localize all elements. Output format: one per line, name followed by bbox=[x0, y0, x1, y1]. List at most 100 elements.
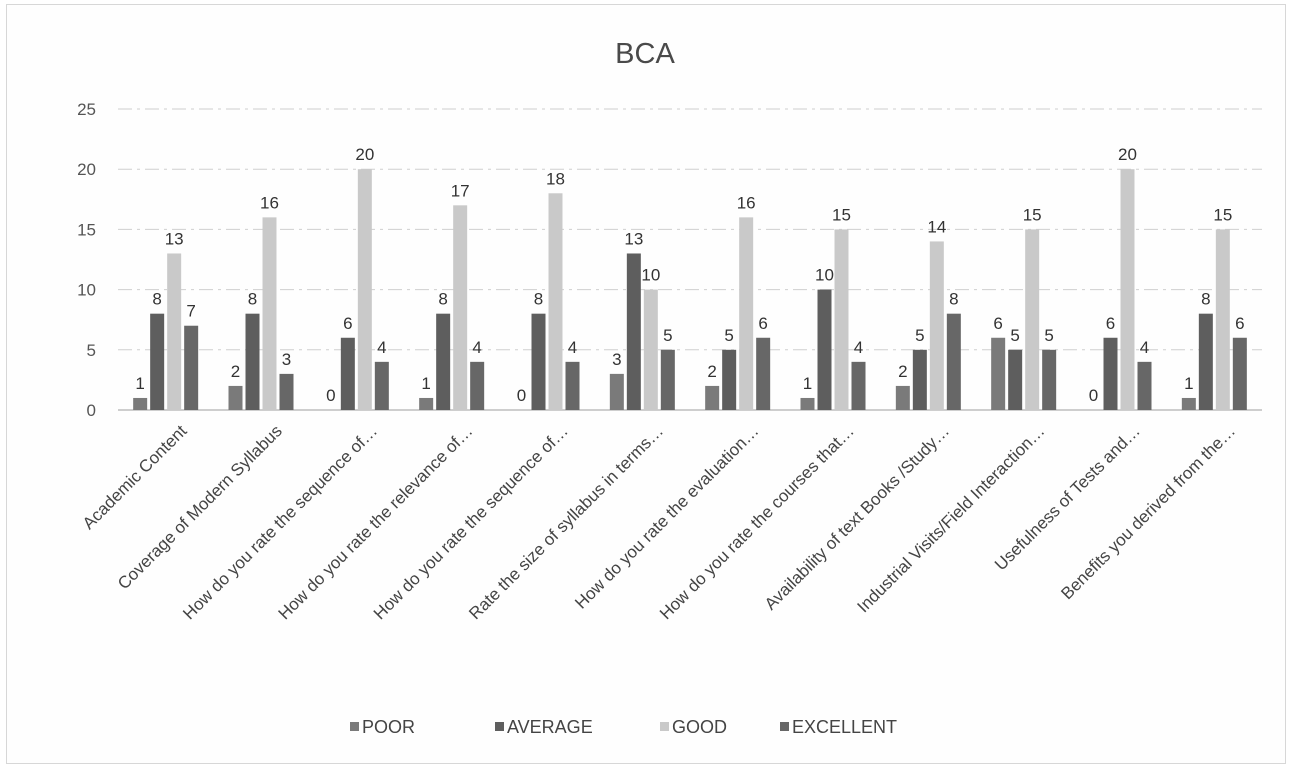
data-label: 18 bbox=[546, 169, 565, 188]
data-label: 2 bbox=[707, 362, 716, 381]
bar-average bbox=[912, 349, 927, 410]
bar-good bbox=[834, 229, 849, 410]
data-label: 5 bbox=[724, 326, 733, 345]
bar-poor bbox=[228, 385, 243, 410]
category-label: How do you rate the sequence of… bbox=[179, 421, 381, 623]
data-label: 1 bbox=[421, 374, 430, 393]
bar-poor bbox=[705, 385, 720, 410]
data-label: 4 bbox=[472, 338, 481, 357]
bar-poor bbox=[133, 397, 148, 410]
bar-poor bbox=[609, 373, 624, 410]
bar-excellent bbox=[374, 361, 389, 410]
data-label: 8 bbox=[949, 290, 958, 309]
data-label: 6 bbox=[1106, 314, 1115, 333]
data-label: 17 bbox=[451, 181, 470, 200]
data-label: 5 bbox=[915, 326, 924, 345]
data-label: 0 bbox=[1089, 386, 1098, 405]
bar-excellent bbox=[756, 337, 771, 410]
y-tick-label: 25 bbox=[77, 100, 96, 119]
data-label: 6 bbox=[1235, 314, 1244, 333]
category-label: How do you rate the evaluation… bbox=[571, 421, 762, 612]
legend-swatch bbox=[350, 722, 359, 731]
data-label: 8 bbox=[152, 290, 161, 309]
bar-poor bbox=[1181, 397, 1196, 410]
y-tick-label: 15 bbox=[77, 220, 96, 239]
y-axis-ticks: 0 5 10 15 20 25 bbox=[77, 100, 96, 420]
y-tick-label: 5 bbox=[87, 341, 96, 360]
data-label: 5 bbox=[663, 326, 672, 345]
data-label: 4 bbox=[377, 338, 386, 357]
bar-average bbox=[150, 313, 165, 410]
data-label: 10 bbox=[815, 266, 834, 285]
data-label: 15 bbox=[1213, 205, 1232, 224]
data-label: 8 bbox=[534, 290, 543, 309]
category-label: Coverage of Modern Syllabus bbox=[114, 421, 286, 593]
category-label: Academic Content bbox=[79, 421, 191, 533]
bar-excellent bbox=[1232, 337, 1247, 410]
legend-label: GOOD bbox=[672, 717, 727, 737]
bar-average bbox=[722, 349, 737, 410]
legend-swatch bbox=[780, 722, 789, 731]
category-label: How do you rate the courses that… bbox=[656, 421, 858, 623]
data-label: 3 bbox=[612, 350, 621, 369]
bar-poor bbox=[800, 397, 815, 410]
bar-good bbox=[739, 217, 754, 410]
legend: POOR AVERAGE GOOD EXCELLENT bbox=[350, 717, 897, 737]
bar-good bbox=[167, 253, 182, 410]
data-labels: 1813728163062041817408184313105251661101… bbox=[135, 145, 1244, 405]
data-label: 4 bbox=[1140, 338, 1149, 357]
data-label: 7 bbox=[186, 302, 195, 321]
data-label: 13 bbox=[165, 229, 184, 248]
data-label: 20 bbox=[355, 145, 374, 164]
bar-average bbox=[531, 313, 546, 410]
bar-average bbox=[436, 313, 451, 410]
bar-excellent bbox=[851, 361, 866, 410]
data-label: 5 bbox=[1010, 326, 1019, 345]
bar-excellent bbox=[1042, 349, 1057, 410]
data-label: 15 bbox=[1023, 205, 1042, 224]
data-label: 13 bbox=[624, 229, 643, 248]
data-label: 2 bbox=[231, 362, 240, 381]
data-label: 1 bbox=[803, 374, 812, 393]
bar-excellent bbox=[470, 361, 485, 410]
bar-good bbox=[643, 289, 658, 410]
bar-good bbox=[453, 205, 468, 410]
category-label: Industrial Visits/Field Interaction… bbox=[854, 421, 1049, 616]
data-label: 10 bbox=[641, 266, 660, 285]
gridlines bbox=[118, 108, 1262, 411]
bar-excellent bbox=[279, 373, 294, 410]
bar-excellent bbox=[946, 313, 961, 410]
legend-label: POOR bbox=[362, 717, 415, 737]
data-label: 20 bbox=[1118, 145, 1137, 164]
bar-good bbox=[929, 241, 944, 410]
y-tick-label: 0 bbox=[87, 401, 96, 420]
bars bbox=[133, 169, 1247, 410]
legend-swatch bbox=[495, 722, 504, 731]
data-label: 6 bbox=[343, 314, 352, 333]
bar-average bbox=[245, 313, 260, 410]
bar-good bbox=[1215, 229, 1230, 410]
data-label: 4 bbox=[854, 338, 863, 357]
bar-good bbox=[548, 193, 563, 410]
data-label: 4 bbox=[568, 338, 577, 357]
data-label: 15 bbox=[832, 205, 851, 224]
data-label: 16 bbox=[737, 193, 756, 212]
data-label: 0 bbox=[326, 386, 335, 405]
category-label: How do you rate the relevance of… bbox=[275, 421, 477, 623]
data-label: 3 bbox=[282, 350, 291, 369]
data-label: 6 bbox=[758, 314, 767, 333]
bar-excellent bbox=[1137, 361, 1152, 410]
data-label: 8 bbox=[248, 290, 257, 309]
bar-average bbox=[1008, 349, 1023, 410]
bar-average bbox=[817, 289, 832, 410]
category-label: Availability of text Books /Study… bbox=[761, 421, 953, 613]
bar-excellent bbox=[184, 325, 199, 410]
legend-label: AVERAGE bbox=[507, 717, 593, 737]
data-label: 8 bbox=[438, 290, 447, 309]
bar-average bbox=[626, 253, 641, 410]
bar-average bbox=[1103, 337, 1118, 410]
y-tick-label: 20 bbox=[77, 160, 96, 179]
bar-poor bbox=[419, 397, 434, 410]
data-label: 14 bbox=[927, 217, 946, 236]
data-label: 5 bbox=[1044, 326, 1053, 345]
